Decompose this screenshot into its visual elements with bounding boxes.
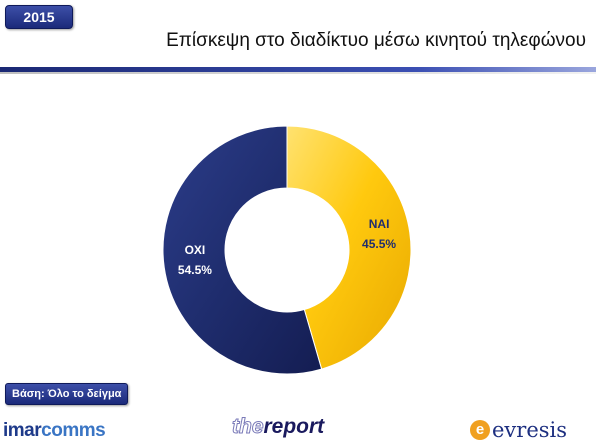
year-badge: 2015 xyxy=(5,5,73,29)
page-title: Επίσκεψη στο διαδίκτυο μέσω κινητού τηλε… xyxy=(166,30,586,51)
the-report-logo-part-1: the xyxy=(232,415,264,439)
slice-value-nai: 45.5% xyxy=(362,237,396,251)
sample-base-label: Βάση: Όλο το δείγμα xyxy=(5,383,129,405)
evresis-logo: e evresis xyxy=(470,418,567,442)
the-report-logo: thereport xyxy=(232,415,325,439)
the-report-logo-part-2: report xyxy=(263,415,325,438)
evresis-logo-text: evresis xyxy=(492,418,568,442)
donut-chart: ΝΑΙ 45.5% ΟΧΙ 54.5% xyxy=(162,125,412,375)
title-divider-shadow xyxy=(0,72,596,74)
slice-value-oxi: 54.5% xyxy=(178,263,212,277)
slice-label-nai: ΝΑΙ xyxy=(369,217,390,231)
evresis-mark-icon: e xyxy=(470,420,490,440)
imarcomms-logo: imarcomms xyxy=(3,420,106,442)
donut-slice-nai xyxy=(286,125,412,370)
donut-slice-oxi xyxy=(162,125,323,375)
slice-label-oxi: ΟΧΙ xyxy=(185,243,206,257)
imarcomms-logo-part-1: imar xyxy=(3,420,42,441)
imarcomms-logo-part-2: comms xyxy=(41,420,106,441)
title-divider xyxy=(0,67,596,72)
